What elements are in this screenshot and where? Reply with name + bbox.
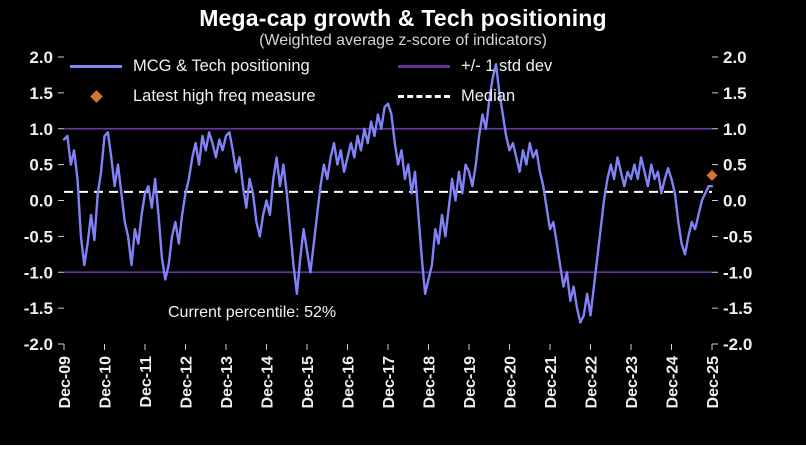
x-axis-tick-label: Dec-15 [300,356,317,409]
x-axis-tick-label: Dec-19 [462,356,479,409]
y-axis-tick-label-right: -1.5 [723,299,752,318]
y-axis-tick-label-left: 0.5 [29,156,53,175]
x-axis-tick-label: Dec-11 [138,356,155,408]
legend-label-latest: Latest high freq measure [133,87,316,105]
y-axis-tick-label-left: -0.5 [24,227,53,246]
y-axis-tick-label-right: 0.5 [723,156,747,175]
x-axis-tick-label: Dec-10 [98,356,115,409]
y-axis-tick-label-right: 1.5 [723,84,747,103]
y-axis-tick-label-left: 0.0 [29,192,53,211]
legend-label-series: MCG & Tech positioning [133,57,310,75]
chart-svg: 2.0 2.0 1.5 1.5 1.0 1.0 0.5 0.5 0.0 0.0 -0.5 -0.5 -1… [24,48,753,409]
y-axis-tick-label-left: 1.0 [29,120,53,139]
y-axis-tick-label-left: 1.5 [29,84,53,103]
y-axis-tick-label-right: -0.5 [723,227,752,246]
x-axis-tick-label: Dec-20 [503,356,520,409]
median-dash-swatch [398,95,450,98]
diamond-icon [89,90,103,103]
legend-label-median: Median [461,87,516,105]
series-line-swatch [70,65,122,68]
y-axis-tick-label-right: 0.0 [723,192,747,211]
y-axis-tick-label-left: -1.0 [24,263,53,282]
legend-item-median: Median [398,87,515,106]
legend-item-latest: Latest high freq measure [70,87,316,106]
legend-item-std-dev: +/- 1 std dev [398,57,552,76]
y-axis-tick-label-left: 2.0 [29,48,53,67]
x-axis-tick-label: Dec-14 [260,356,277,409]
legend-label-std-dev: +/- 1 std dev [461,57,553,75]
x-axis-tick-label: Dec-09 [57,356,74,409]
x-axis-tick-label: Dec-16 [341,356,358,409]
y-axis-tick-label-right: -1.0 [723,263,752,282]
legend-item-series: MCG & Tech positioning [70,57,310,76]
chart-subtitle: (Weighted average z-score of indicators) [259,32,547,49]
positioning-line [62,63,714,324]
x-axis-tick-label: Dec-18 [422,356,439,409]
x-axis-tick-label: Dec-24 [665,356,682,409]
bottom-strip [0,445,806,456]
x-axis-tick-label: Dec-17 [381,356,398,409]
std-dev-line-swatch [398,65,450,68]
x-axis-tick-label: Dec-12 [179,356,196,409]
x-axis-tick-label: Dec-13 [219,356,236,409]
x-axis-tick-label: Dec-22 [584,356,601,409]
latest-measure-diamond [706,169,718,181]
current-percentile-annotation: Current percentile: 52% [168,304,337,321]
x-axis-tick-label: Dec-25 [705,356,722,409]
y-axis-tick-label-left: -1.5 [24,299,53,318]
y-axis-tick-label-right: -2.0 [723,335,752,354]
latest-measure-swatch-wrap [70,90,122,103]
x-axis-tick-label: Dec-23 [624,356,641,409]
y-axis-tick-label-right: 1.0 [723,120,747,139]
chart-title: Mega-cap growth & Tech positioning [199,5,607,31]
x-axis-tick-label: Dec-21 [543,356,560,409]
y-axis-tick-label-right: 2.0 [723,48,747,67]
y-axis-tick-label-left: -2.0 [24,335,53,354]
